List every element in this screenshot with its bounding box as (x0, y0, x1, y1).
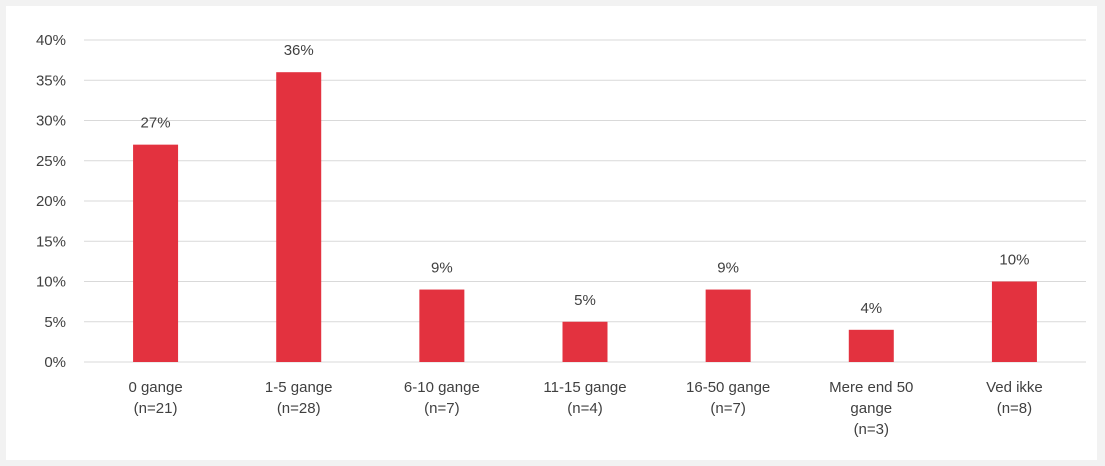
bar (419, 289, 465, 362)
x-category-label: Mere end 50 gange (n=3) (829, 379, 913, 438)
data-labels: 27% 36% 9% 5% 9% 4% 10% (141, 42, 1030, 317)
data-label: 27% (141, 115, 171, 132)
y-tick-label: 15% (36, 233, 66, 250)
x-axis-categories: 0 gange (n=21) 1-5 gange (n=28) 6-10 gange (n… (128, 379, 1042, 438)
data-label: 5% (574, 292, 596, 309)
y-tick-label: 0% (44, 354, 66, 371)
y-axis-ticks: 0% 5% 10% 15% 20% 25% 30% 35% 40% (36, 32, 66, 371)
x-category-label: 0 gange (n=21) (128, 379, 182, 417)
bar (705, 289, 751, 362)
y-tick-label: 5% (44, 314, 66, 331)
y-tick-label: 10% (36, 274, 66, 291)
bar-chart: 0% 5% 10% 15% 20% 25% 30% 35% 40% 27% 36% 9% 5% 9% 4%… (36, 32, 1086, 438)
data-label: 9% (431, 260, 453, 277)
y-tick-label: 30% (36, 113, 66, 130)
bar (991, 281, 1037, 362)
x-category-label: 16-50 gange (n=7) (686, 379, 770, 417)
gridlines (84, 39, 1086, 363)
data-label: 9% (717, 260, 739, 277)
y-tick-label: 25% (36, 153, 66, 170)
y-tick-label: 35% (36, 72, 66, 89)
data-label: 36% (284, 42, 314, 59)
y-tick-label: 40% (36, 32, 66, 49)
bar (562, 321, 608, 362)
bar (133, 144, 179, 362)
data-label: 4% (860, 300, 882, 317)
bar (276, 72, 322, 362)
bar (848, 329, 894, 362)
bars (133, 72, 1037, 362)
x-category-label: 6-10 gange (n=7) (404, 379, 480, 417)
y-tick-label: 20% (36, 193, 66, 210)
data-label: 10% (999, 252, 1029, 269)
x-category-label: 11-15 gange (n=4) (543, 379, 626, 417)
x-category-label: Ved ikke (n=8) (986, 379, 1043, 417)
x-category-label: 1-5 gange (n=28) (265, 379, 333, 417)
chart-container: 0% 5% 10% 15% 20% 25% 30% 35% 40% 27% 36% 9% 5% 9% 4%… (6, 6, 1097, 460)
